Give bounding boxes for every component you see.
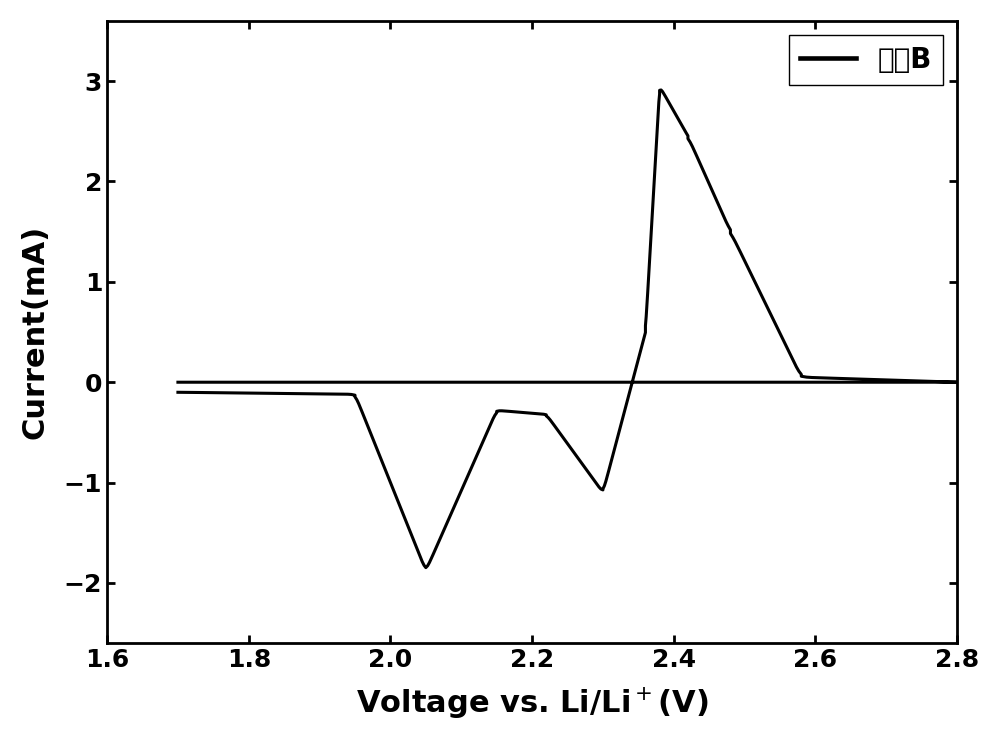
X-axis label: Voltage vs. Li/Li$^+$(V): Voltage vs. Li/Li$^+$(V): [356, 686, 708, 721]
Y-axis label: Current(mA): Current(mA): [21, 225, 50, 439]
Legend: 样品B: 样品B: [789, 35, 943, 85]
